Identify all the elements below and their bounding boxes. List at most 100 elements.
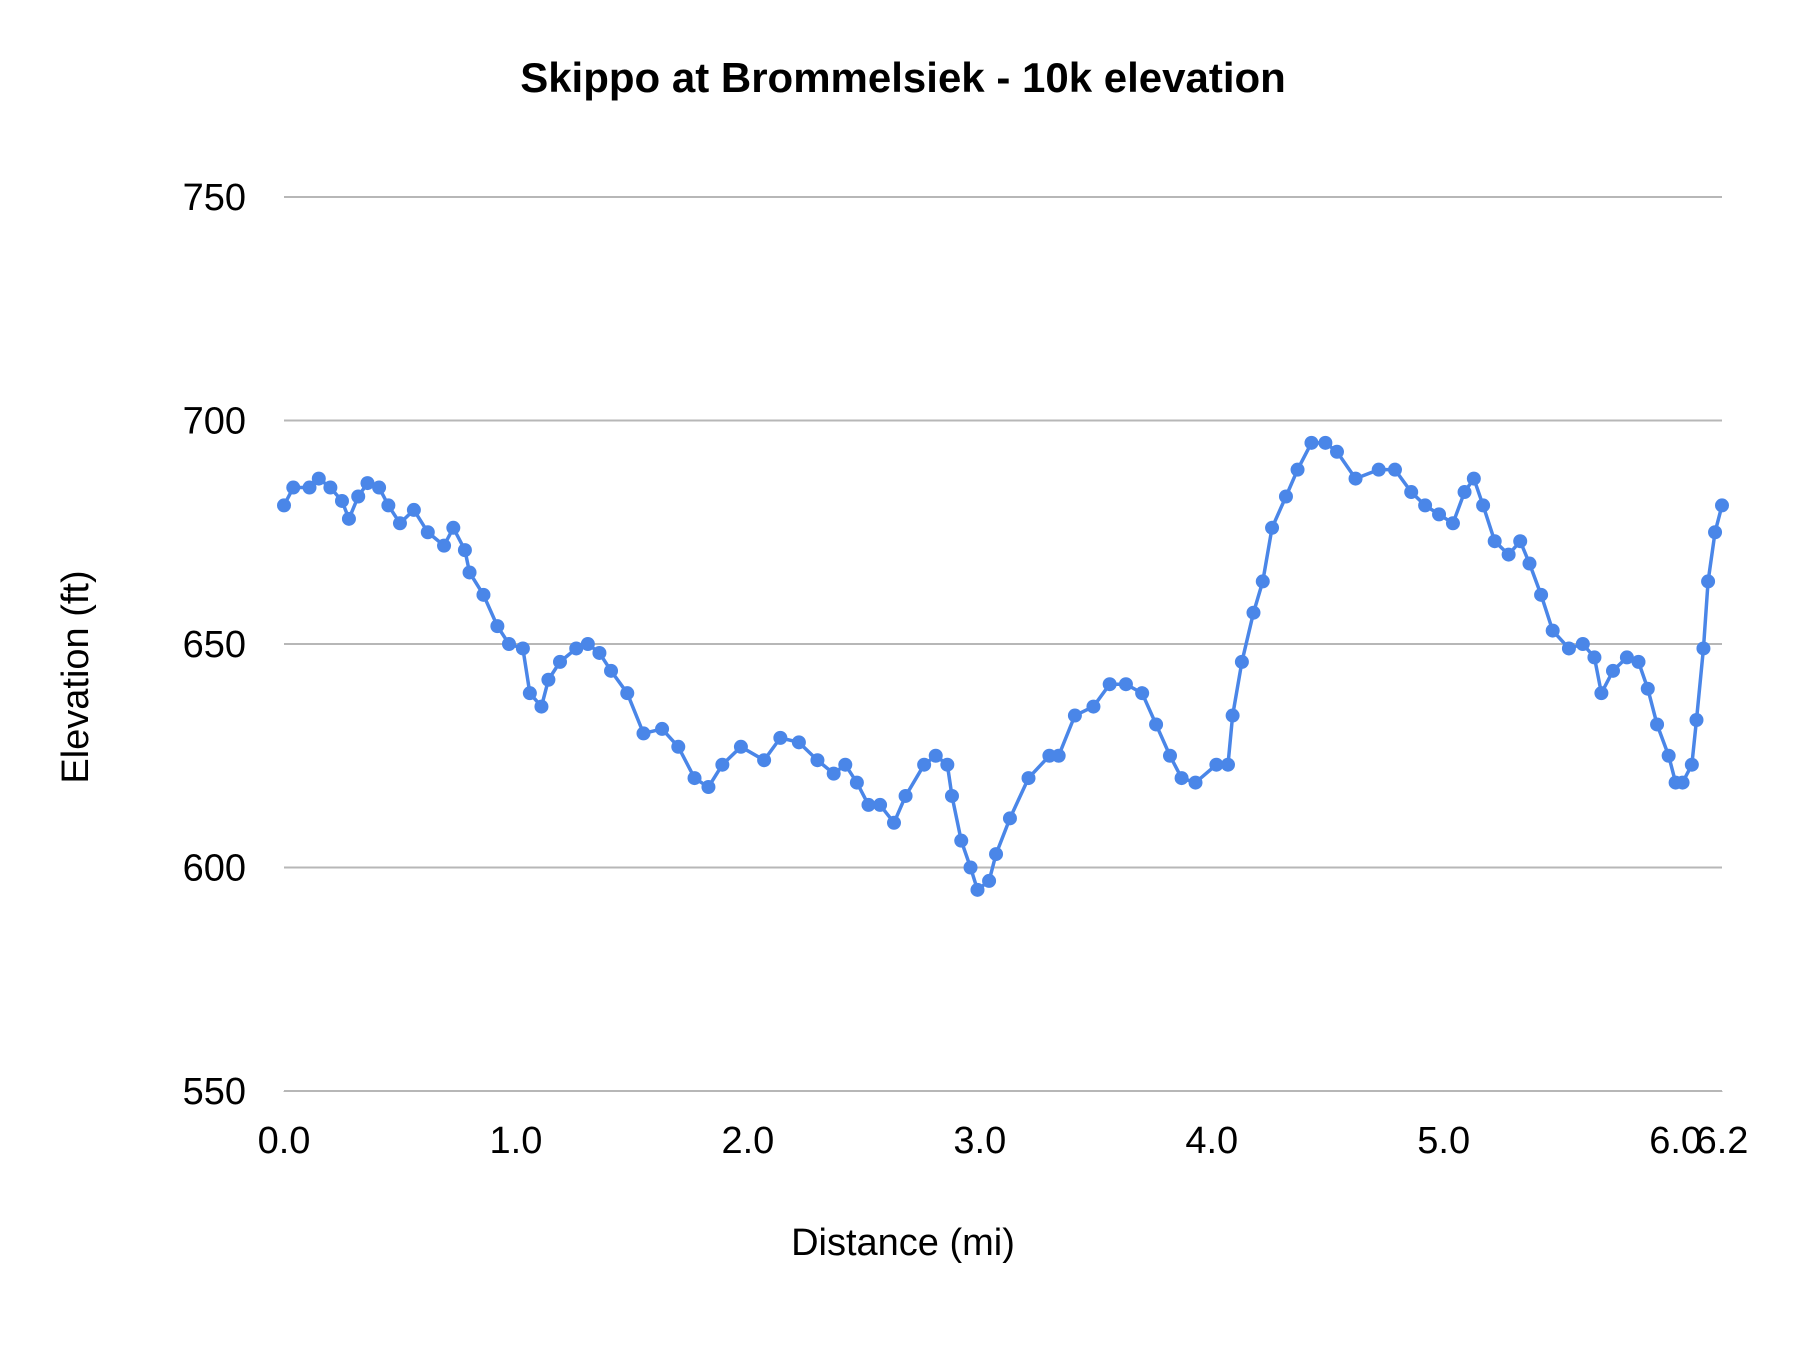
data-point [620,686,635,701]
data-point [277,498,291,513]
data-point [898,788,913,803]
x-tick-label: 2.0 [721,1120,774,1162]
data-point [360,476,375,491]
x-tick-label: 1.0 [490,1120,543,1162]
data-point [1640,681,1655,696]
data-point [1348,471,1363,486]
data-point [1587,650,1602,665]
data-point [671,739,686,754]
data-point [286,480,301,495]
data-point [1234,654,1249,669]
data-point [569,641,584,656]
data-point [534,699,549,714]
data-point [826,766,841,781]
data-point [490,619,505,634]
data-point [1371,462,1386,477]
data-point [849,775,864,790]
data-point [1534,587,1549,602]
data-point [1561,641,1576,656]
data-point [970,882,985,897]
data-point [1246,605,1261,620]
data-point [323,480,338,495]
data-point [1067,708,1082,723]
data-point [1545,623,1560,638]
data-point [1466,471,1481,486]
data-point [437,538,452,553]
data-point [773,730,788,745]
data-point [1675,775,1690,790]
data-point [1432,507,1447,522]
data-point [604,663,619,678]
data-point [381,498,396,513]
data-point [1696,641,1711,656]
data-point [580,637,595,651]
data-point [1522,556,1537,571]
data-point [1418,498,1433,513]
data-point [1513,534,1528,549]
data-point [1304,435,1319,450]
data-point [302,480,317,495]
data-point [446,520,461,535]
data-point [1102,677,1117,692]
data-point [1290,462,1305,477]
data-point [982,873,997,888]
data-point [1619,650,1634,665]
data-point [940,757,955,772]
data-point [1225,708,1240,723]
data-point [1149,717,1164,732]
data-point [1318,435,1333,450]
x-tick-label: 3.0 [953,1120,1006,1162]
data-point [1689,712,1704,727]
x-axis-title: Distance (mi) [791,1222,1015,1264]
y-tick-label: 650 [183,624,246,666]
data-point [1174,771,1189,786]
data-point [522,686,537,701]
data-point [1209,757,1224,772]
data-point [1501,547,1516,562]
data-point [351,489,366,504]
data-point [886,815,901,830]
x-tick-label: 6.0 [1649,1120,1702,1162]
data-point [1387,462,1402,477]
data-point [687,771,702,786]
y-axis-title: Elevation (ft) [55,570,97,783]
data-point [1086,699,1101,714]
data-point [1708,525,1723,540]
data-point [1051,748,1066,763]
y-tick-label: 700 [183,401,246,443]
data-point [1487,534,1502,549]
y-tick-label: 750 [183,177,246,219]
data-point [541,672,556,687]
data-point [311,471,326,486]
data-point [1002,811,1017,826]
data-point [1715,498,1729,513]
data-point [1661,748,1676,763]
data-point [1265,520,1280,535]
data-point [341,511,356,526]
data-point [501,637,516,651]
chart-title: Skippo at Brommelsiek - 10k elevation [520,54,1286,101]
data-point [553,654,568,669]
x-tick-label: 5.0 [1417,1120,1470,1162]
data-point [757,753,772,768]
x-tick-label: 6.2 [1696,1120,1749,1162]
data-point [1701,574,1716,589]
y-tick-label: 600 [183,848,246,890]
data-point [1162,748,1177,763]
data-point [715,757,730,772]
data-point [1445,516,1460,531]
data-point [963,860,978,875]
data-point [1476,498,1491,513]
data-point [462,565,477,580]
data-point [592,645,607,660]
data-point [1135,686,1150,701]
data-point [928,748,943,763]
data-point [989,847,1004,862]
data-point [838,757,853,772]
data-point [1404,485,1419,500]
data-point [1605,663,1620,678]
data-point [1575,637,1590,651]
data-point [457,543,472,558]
